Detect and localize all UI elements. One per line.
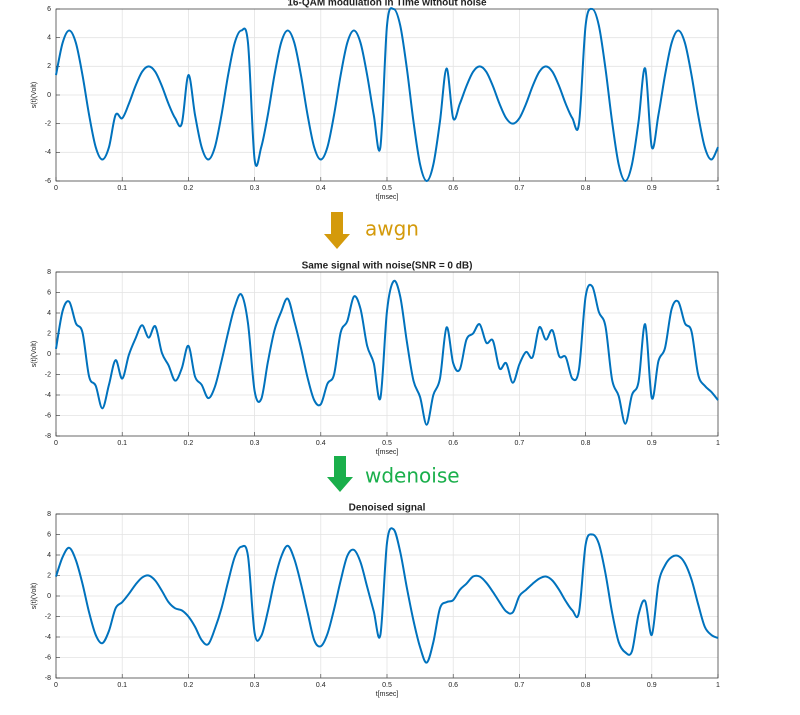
chart-title: 16-QAM modulation in Time without noise [287, 0, 487, 9]
x-tick-label: 0.1 [117, 682, 127, 689]
x-axis-label: t[msec] [376, 449, 399, 456]
y-axis-label: s(t)(Volt) [31, 82, 38, 108]
x-tick-label: 0.4 [316, 185, 326, 192]
x-tick-label: 0.7 [515, 185, 525, 192]
y-tick-label: -4 [45, 149, 51, 156]
y-tick-label: 8 [47, 269, 51, 276]
y-tick-label: 6 [47, 289, 51, 296]
y-tick-label: 8 [47, 511, 51, 518]
x-axis-label: t[msec] [376, 691, 399, 698]
y-tick-label: -4 [45, 392, 51, 399]
axes-box [55, 8, 719, 182]
y-tick-label: 0 [47, 92, 51, 99]
x-tick-label: 0.7 [515, 682, 525, 689]
y-tick-label: 2 [47, 330, 51, 337]
y-axis-label: s(t)(Volt) [31, 341, 38, 367]
x-axis-label: t[msec] [376, 194, 399, 201]
x-tick-label: 0.8 [581, 185, 591, 192]
x-tick-label: 1 [716, 682, 720, 689]
x-tick-label: 1 [716, 185, 720, 192]
y-tick-label: -4 [45, 634, 51, 641]
y-tick-label: 6 [47, 6, 51, 13]
y-tick-label: 6 [47, 531, 51, 538]
x-tick-label: 0.2 [184, 682, 194, 689]
arrow [327, 456, 353, 492]
x-tick-label: 0.6 [448, 185, 458, 192]
y-tick-label: -2 [45, 121, 51, 128]
x-tick-label: 0.9 [647, 682, 657, 689]
y-axis-label: s(t)(Volt) [31, 583, 38, 609]
annotation: awgn [365, 217, 419, 241]
y-tick-label: -2 [45, 371, 51, 378]
x-tick-label: 0.8 [581, 682, 591, 689]
x-tick-label: 0.5 [382, 440, 392, 447]
x-tick-label: 0.9 [647, 440, 657, 447]
axes-box [55, 271, 719, 437]
y-tick-label: -6 [45, 412, 51, 419]
y-tick-label: -2 [45, 613, 51, 620]
arrow [324, 212, 350, 249]
x-tick-label: 0.6 [448, 440, 458, 447]
signal-line [55, 527, 719, 664]
y-tick-label: -8 [45, 675, 51, 682]
x-tick-label: 0.9 [647, 185, 657, 192]
x-tick-label: 0.7 [515, 440, 525, 447]
x-tick-label: 0.5 [382, 185, 392, 192]
x-tick-label: 0.3 [250, 185, 260, 192]
x-tick-label: 0 [54, 440, 58, 447]
annotation: wdenoise [365, 464, 460, 488]
x-tick-label: 0 [54, 682, 58, 689]
axes-box [55, 513, 719, 679]
x-tick-label: 0.2 [184, 185, 194, 192]
x-tick-label: 0 [54, 185, 58, 192]
y-tick-label: 4 [47, 35, 51, 42]
x-tick-label: 0.4 [316, 682, 326, 689]
x-tick-label: 0.2 [184, 440, 194, 447]
signal-line [55, 7, 719, 182]
y-tick-label: -6 [45, 178, 51, 185]
x-tick-label: 0.3 [250, 682, 260, 689]
x-tick-label: 0.4 [316, 440, 326, 447]
chart-title: Same signal with noise(SNR = 0 dB) [302, 261, 473, 272]
signal-line [55, 279, 719, 426]
y-tick-label: 4 [47, 552, 51, 559]
y-tick-label: 2 [47, 572, 51, 579]
x-tick-label: 0.6 [448, 682, 458, 689]
x-tick-label: 0.1 [117, 440, 127, 447]
x-tick-label: 1 [716, 440, 720, 447]
y-tick-label: 0 [47, 593, 51, 600]
x-tick-label: 0.8 [581, 440, 591, 447]
chart-title: Denoised signal [349, 503, 426, 514]
x-tick-label: 0.1 [117, 185, 127, 192]
y-tick-label: -6 [45, 654, 51, 661]
y-tick-label: 4 [47, 310, 51, 317]
x-tick-label: 0.5 [382, 682, 392, 689]
y-tick-label: 2 [47, 63, 51, 70]
y-tick-label: 0 [47, 351, 51, 358]
y-tick-label: -8 [45, 433, 51, 440]
x-tick-label: 0.3 [250, 440, 260, 447]
